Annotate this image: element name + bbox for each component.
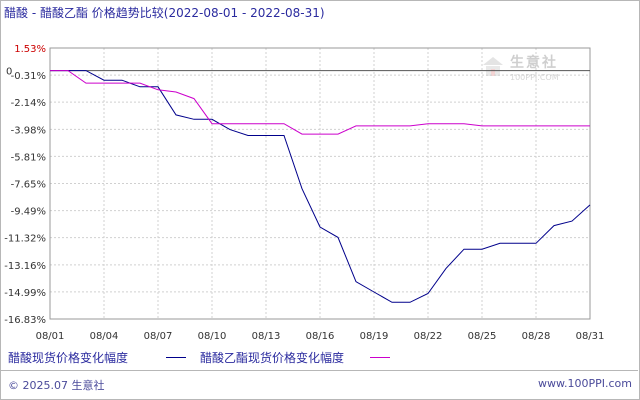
y-tick-label: -14.99%: [4, 288, 46, 299]
y-tick-label: -5.81%: [11, 152, 46, 163]
series-layer: [50, 70, 591, 303]
legend-swatch-series-2: [370, 357, 390, 358]
x-tick-label: 08/25: [468, 331, 497, 342]
plot-border: [49, 47, 591, 320]
x-tick-label: 08/04: [90, 331, 119, 342]
watermark-text: 生意社: [510, 55, 558, 71]
chart-title: 醋酸 - 醋酸乙酯 价格趋势比较(2022-08-01 - 2022-08-31…: [4, 6, 325, 20]
axis-layer: [49, 47, 591, 320]
x-tick-label: 08/16: [306, 331, 335, 342]
x-tick-label: 08/28: [522, 331, 551, 342]
x-tick-label: 08/07: [144, 331, 173, 342]
footer-copyright: © 2025.07 生意社: [8, 379, 105, 392]
x-tick-labels: 08/01 08/04 08/07 08/10 08/13 08/16 08/19 08/22…: [36, 331, 605, 342]
x-tick-label: 08/31: [576, 331, 605, 342]
y-tick-label: -16.83%: [4, 315, 46, 326]
legend-swatch-series-1: [166, 357, 186, 358]
x-tick-label: 08/13: [252, 331, 281, 342]
y-tick-label: 1.53%: [14, 44, 46, 55]
x-tick-label: 08/22: [414, 331, 443, 342]
y-tick-label: -13.16%: [4, 261, 46, 272]
legend-label-series-1: 醋酸现货价格变化幅度: [8, 351, 129, 365]
legend-label-series-2: 醋酸乙酯现货价格变化幅度: [200, 351, 345, 365]
x-tick-label: 08/19: [360, 331, 389, 342]
y-tick-label: -9.49%: [11, 207, 46, 218]
y-tick-label: -7.65%: [11, 180, 46, 191]
x-tick-label: 08/01: [36, 331, 65, 342]
footer-website-link[interactable]: www.100PPI.com: [538, 377, 632, 390]
grid-layer: [49, 47, 591, 320]
y-tick-label: -2.14%: [11, 98, 46, 109]
y-tick-label: -11.32%: [4, 234, 46, 245]
legend-item-series-2: 醋酸乙酯现货价格变化幅度: [200, 349, 344, 366]
x-tick-label: 08/10: [198, 331, 227, 342]
legend-item-series-1: 醋酸现货价格变化幅度: [8, 349, 128, 366]
y-tick-label: -3.98%: [11, 125, 46, 136]
y-tick-label: -0.31%: [11, 71, 46, 82]
zero-label: 0: [6, 67, 12, 78]
series-line-2: [50, 70, 590, 135]
y-tick-labels: 1.53% -0.31% -2.14% -3.98% -5.81% -7.65% -9.49…: [4, 44, 46, 326]
series-line-1: [50, 70, 591, 303]
watermark-url: 100PPI.COM: [510, 73, 559, 82]
footer-divider: [0, 370, 638, 371]
